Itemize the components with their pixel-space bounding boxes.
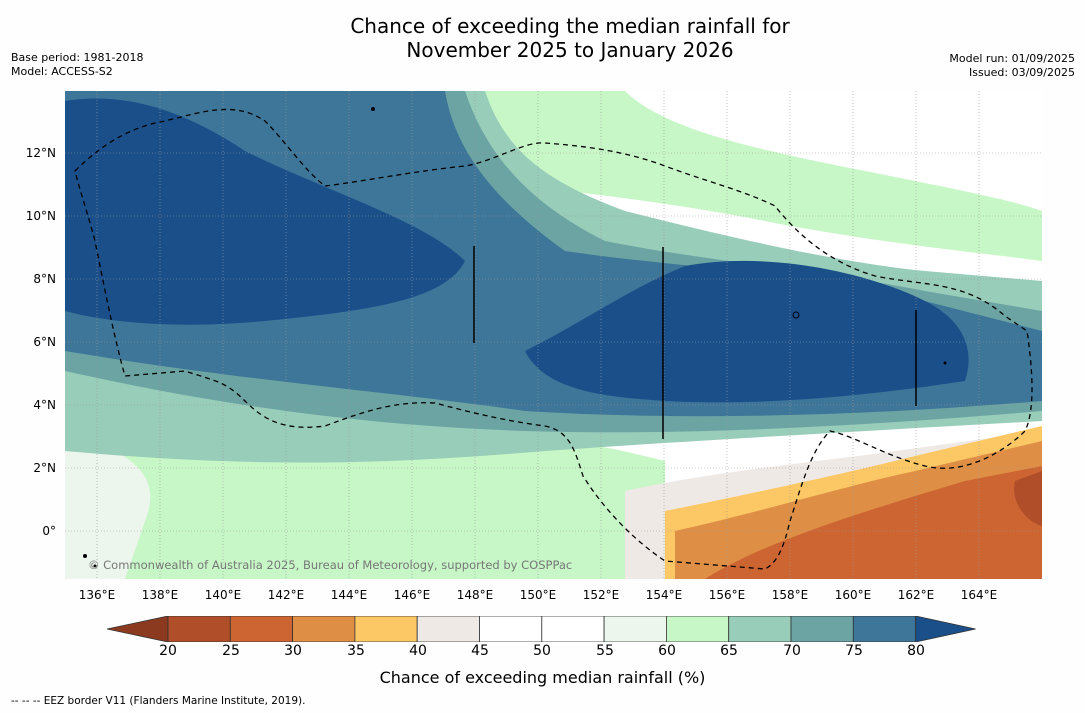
colorbar-tick: 80 [907,643,925,659]
region-light-green-north [445,91,1042,261]
colorbar-segment [167,615,231,643]
region-above-80-west [65,98,465,325]
colorbar-tick: 70 [783,643,801,659]
eez-border [74,108,1033,570]
colorbar-segment [229,615,294,643]
colorbar-segment [292,615,356,643]
lat-label: 10°N [25,209,56,223]
lat-label: 6°N [33,335,56,349]
colorbar-tick: 35 [347,643,365,659]
lon-label: 138°E [141,588,179,602]
colorbar-tick: 50 [533,643,551,659]
meta-right: Model run: 01/09/2025 Issued: 03/09/2025 [949,52,1075,80]
lat-label: 12°N [25,146,56,160]
lon-label: 156°E [708,588,746,602]
colorbar-tick: 60 [658,643,676,659]
lon-label: 154°E [645,588,683,602]
colorbar-segment [416,615,480,643]
colorbar-tick: 45 [471,643,489,659]
region-above-80-east [525,260,969,403]
colorbar-tick: 55 [596,643,614,659]
island-markers [473,246,917,439]
colorbar-arrow-low [106,615,169,643]
meta-left: Base period: 1981-2018 Model: ACCESS-S2 [11,51,143,79]
colorbar-segment [728,615,792,643]
map-svg [65,91,1042,579]
lon-label: 140°E [204,588,242,602]
colorbar-segment [354,615,418,643]
colorbar-tick: 25 [222,643,240,659]
colorbar-segment [603,615,667,643]
rainfall-map [65,91,1042,579]
map-copyright: © Commonwealth of Australia 2025, Bureau… [88,558,573,572]
colorbar-tick: 75 [845,643,863,659]
colorbar-segment [790,615,854,643]
base-period: Base period: 1981-2018 [11,51,144,64]
colorbar-segment [479,615,543,643]
colorbar-title: Chance of exceeding median rainfall (%) [379,668,706,687]
lon-label: 142°E [267,588,305,602]
lat-label: 4°N [33,398,56,412]
colorbar-svg [106,615,976,643]
region-25-30 [705,466,1042,579]
model-run: Model run: 01/09/2025 [949,52,1075,65]
lon-label: 150°E [519,588,557,602]
colorbar-tick: 40 [409,643,427,659]
colorbar-arrow-high [915,615,976,643]
lat-label: 2°N [33,461,56,475]
model-name: Model: ACCESS-S2 [11,65,113,78]
issued-date: Issued: 03/09/2025 [968,66,1075,79]
colorbar-tick: 30 [284,643,302,659]
colorbar [106,615,979,646]
colorbar-segment [666,615,730,643]
graticule [65,91,1042,579]
colorbar-segment [541,615,605,643]
map-title: Chance of exceeding the median rainfall … [0,14,1085,62]
title-line-2: November 2025 to January 2026 [406,38,734,62]
colorbar-segment [852,615,916,643]
lon-label: 152°E [582,588,620,602]
lat-label: 0° [42,524,56,538]
region-20-25 [1014,471,1042,526]
lon-label: 144°E [330,588,368,602]
lon-label: 136°E [78,588,116,602]
lon-label: 164°E [960,588,998,602]
colorbar-tick: 20 [159,643,177,659]
footer-legend: -- -- -- EEZ border V11 (Flanders Marine… [11,695,306,707]
lat-label: 8°N [33,272,56,286]
lon-label: 162°E [897,588,935,602]
coastline-specks [83,107,947,568]
lon-label: 146°E [393,588,431,602]
lon-label: 158°E [771,588,809,602]
lon-label: 160°E [834,588,872,602]
lon-label: 148°E [456,588,494,602]
colorbar-tick: 65 [720,643,738,659]
title-line-1: Chance of exceeding the median rainfall … [350,14,790,38]
